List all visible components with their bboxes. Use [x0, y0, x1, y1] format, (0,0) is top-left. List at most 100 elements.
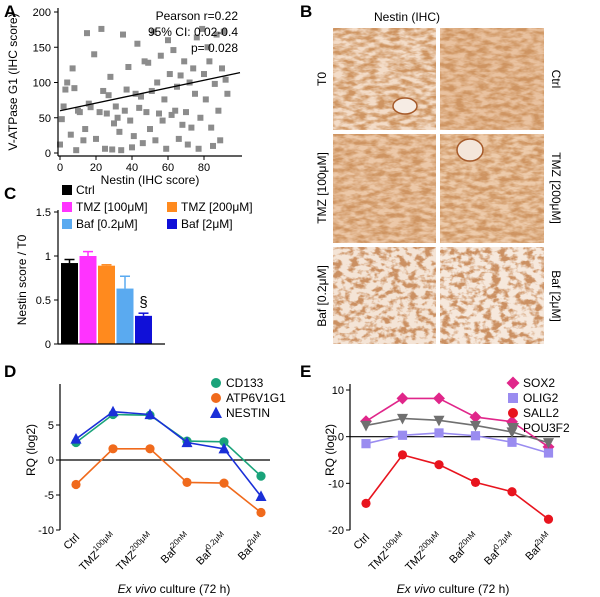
p-value-annotation: p= 0.028 — [191, 41, 238, 55]
data-point — [218, 442, 230, 454]
y-axis-label: RQ (log2) — [24, 424, 38, 476]
legend-swatch — [167, 219, 177, 229]
category-base: Ctrl — [352, 532, 373, 553]
scatter-point — [62, 86, 69, 93]
x-axis-label: Ex vivo culture (72 h) — [397, 582, 510, 596]
legend-swatch — [167, 202, 177, 212]
data-point — [219, 437, 229, 447]
y-tick-label: -5 — [44, 490, 54, 502]
x-category-label: Baf0.2μM — [192, 529, 230, 567]
legend-marker — [211, 378, 221, 388]
series-line — [75, 447, 262, 514]
legend-label: ATP6V1G1 — [226, 391, 286, 405]
series-line — [365, 432, 549, 454]
regression-line — [59, 71, 241, 112]
scatter-point — [100, 87, 107, 94]
scatter-point — [67, 131, 74, 138]
ihc-label-baf2: Baf [2μM] — [549, 270, 563, 322]
y-tick-label: -20 — [328, 525, 344, 537]
category-base: Baf — [482, 547, 503, 568]
scatter-point — [181, 58, 188, 65]
scatter-point — [220, 28, 227, 35]
pearson-annotation: Pearson r=0.22 — [156, 9, 239, 23]
y-ticks: 0 50 100 150 200 — [33, 7, 58, 160]
data-point — [543, 448, 554, 458]
category-base: TMZ — [114, 549, 139, 574]
y-tick-label: 0 — [338, 432, 344, 444]
scatter-point — [139, 140, 146, 147]
x-axis-label: Ex vivo culture (72 h) — [118, 582, 231, 596]
category-superscript: 20nM — [457, 529, 478, 550]
scatter-point — [215, 107, 222, 114]
y-tick-label: 0 — [45, 339, 51, 351]
scatter-point — [210, 142, 216, 149]
scatter-point — [190, 65, 197, 72]
ihc-label-tmz100: TMZ [100μM] — [315, 152, 329, 224]
data-point — [396, 392, 409, 405]
scatter-point — [183, 109, 189, 116]
legend-swatch — [62, 202, 72, 212]
scatter-point — [96, 109, 103, 116]
data-point — [470, 431, 481, 441]
scatter-point — [172, 107, 179, 114]
y-tick-label: -10 — [38, 525, 54, 537]
x-category-label: Baf20nM — [445, 529, 482, 566]
scatter-point — [170, 47, 177, 54]
scatter-point — [154, 79, 161, 86]
scatter-point — [201, 71, 207, 78]
data-point — [145, 444, 155, 454]
scatter-point — [179, 121, 186, 128]
category-superscript: 2μM — [533, 529, 551, 547]
scatter-point — [91, 51, 98, 58]
scatter-point — [208, 124, 215, 131]
y-tick-label: 0 — [48, 455, 54, 467]
legend-swatch — [62, 219, 72, 229]
scatter-point — [152, 137, 159, 144]
y-tick-label: 0.5 — [36, 295, 51, 307]
data-point — [144, 408, 156, 420]
y-tick-label: 0 — [45, 148, 51, 160]
data-point — [543, 514, 554, 524]
scatter-point — [73, 147, 80, 154]
legend-label: Baf [0.2μM] — [76, 217, 138, 231]
scatter-point — [166, 71, 173, 78]
series-line — [75, 413, 262, 477]
scatter-point — [213, 31, 220, 38]
y-tick-label: 200 — [33, 7, 51, 19]
legend-marker — [211, 393, 221, 403]
y-axis-label: RQ (log2) — [323, 424, 337, 476]
scatter-point — [211, 80, 218, 87]
scatter-point — [188, 124, 195, 131]
y-tick-label: 5 — [48, 420, 54, 432]
scatter-point — [87, 104, 94, 111]
legend-marker — [508, 408, 518, 418]
category-base: Baf — [523, 542, 544, 563]
legend-marker — [210, 406, 222, 418]
data-point — [219, 478, 229, 488]
significance-mark: § — [139, 294, 147, 311]
scatter-point — [195, 145, 202, 152]
data-point — [107, 405, 119, 417]
ihc-image-baf2 — [440, 247, 544, 344]
scatter-point — [82, 126, 89, 133]
scatter-point — [125, 63, 132, 70]
scatter-point — [116, 128, 123, 135]
x-ticks: 0 20 40 60 80 — [57, 156, 210, 174]
panel-d-line: D 50-5-10CtrlTMZ100μMTMZ200μMBaf20nMBaf0… — [4, 362, 286, 596]
panel-a-scatter: A 0 50 100 150 200 0 20 40 60 80 Nestin (IHC sco… — [4, 2, 242, 187]
scatter-point — [58, 116, 65, 123]
y-tick-label: 100 — [33, 78, 51, 90]
category-base: Baf — [194, 547, 215, 568]
scatter-point — [127, 117, 134, 124]
scatter-point — [107, 73, 114, 80]
scatter-point — [71, 85, 78, 92]
data-point — [433, 415, 445, 427]
x-category-label: TMZ200μM — [401, 529, 445, 573]
x-category-label: Ctrl — [352, 532, 373, 553]
scatter-point — [105, 92, 112, 99]
data-point — [360, 420, 372, 432]
scatter-point — [136, 104, 143, 111]
ci-annotation: 95% CI: 0.02-0.4 — [148, 25, 238, 39]
data-point — [397, 450, 408, 460]
